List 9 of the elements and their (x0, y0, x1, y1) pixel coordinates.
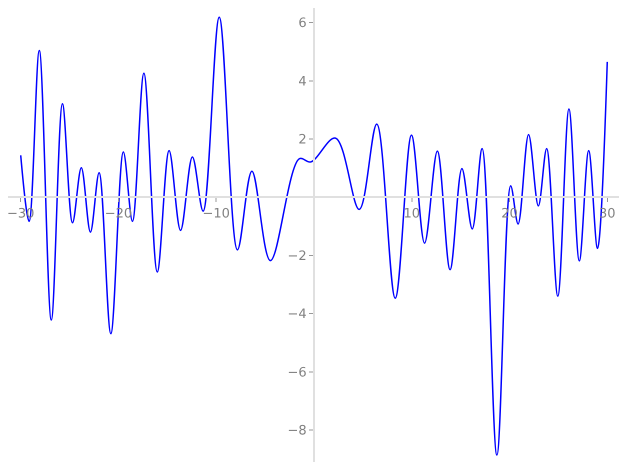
y-tick-label: −8 (287, 424, 307, 439)
y-tick-label: 2 (298, 132, 307, 148)
y-tick-label: 4 (298, 74, 307, 90)
x-tick-label: −10 (202, 206, 230, 222)
y-tick-label: −4 (287, 307, 307, 322)
y-tick-label: −6 (287, 365, 307, 380)
y-tick-label: 6 (298, 16, 307, 32)
y-tick-label: −2 (287, 248, 307, 264)
x-tick-label: 10 (403, 206, 420, 222)
